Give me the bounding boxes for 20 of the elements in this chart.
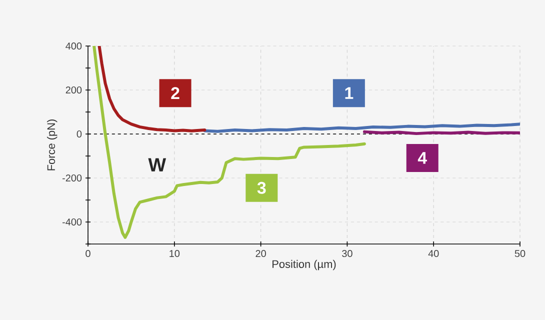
y-tick-label: 400 [66,42,82,50]
x-tick-label: 0 [86,250,90,258]
x-tick-label: 50 [514,250,526,258]
x-axis-title: Position (µm) [272,260,336,270]
line-series [92,46,366,239]
annotation: 4 [418,152,427,164]
y-tick-label: 0 [76,130,82,138]
line-series [203,122,520,133]
annotation: 1 [345,87,354,99]
x-tick-label: 20 [256,250,266,258]
annotation: W [148,158,166,172]
y-axis-title: Force (pN) [46,120,58,170]
y-tick-label: -400 [62,218,82,226]
annotation: 3 [257,182,266,194]
annotation: 2 [171,87,180,99]
x-tick-label: 30 [342,250,352,258]
y-tick-label: 200 [66,86,82,94]
y-tick-label: -200 [62,174,82,182]
x-tick-label: 40 [428,250,439,258]
x-tick-label: 10 [170,250,180,258]
